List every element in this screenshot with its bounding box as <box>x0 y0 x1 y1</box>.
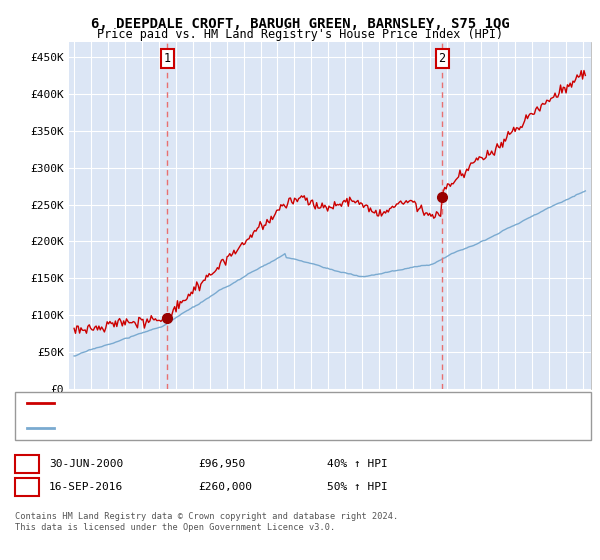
Text: 2: 2 <box>23 480 31 494</box>
Text: 16-SEP-2016: 16-SEP-2016 <box>49 482 124 492</box>
Text: £96,950: £96,950 <box>198 459 245 469</box>
Text: Contains HM Land Registry data © Crown copyright and database right 2024.
This d: Contains HM Land Registry data © Crown c… <box>15 512 398 532</box>
Text: 1: 1 <box>164 52 171 65</box>
Text: Price paid vs. HM Land Registry's House Price Index (HPI): Price paid vs. HM Land Registry's House … <box>97 28 503 41</box>
Text: 6, DEEPDALE CROFT, BARUGH GREEN, BARNSLEY, S75 1QG: 6, DEEPDALE CROFT, BARUGH GREEN, BARNSLE… <box>91 17 509 31</box>
Text: HPI: Average price, detached house, Barnsley: HPI: Average price, detached house, Barn… <box>60 423 319 433</box>
Text: 2: 2 <box>439 52 446 65</box>
Text: 40% ↑ HPI: 40% ↑ HPI <box>327 459 388 469</box>
Text: £260,000: £260,000 <box>198 482 252 492</box>
Text: 1: 1 <box>23 457 31 470</box>
Text: 30-JUN-2000: 30-JUN-2000 <box>49 459 124 469</box>
Text: 6, DEEPDALE CROFT, BARUGH GREEN, BARNSLEY, S75 1QG (detached house): 6, DEEPDALE CROFT, BARUGH GREEN, BARNSLE… <box>60 399 454 408</box>
Text: 50% ↑ HPI: 50% ↑ HPI <box>327 482 388 492</box>
